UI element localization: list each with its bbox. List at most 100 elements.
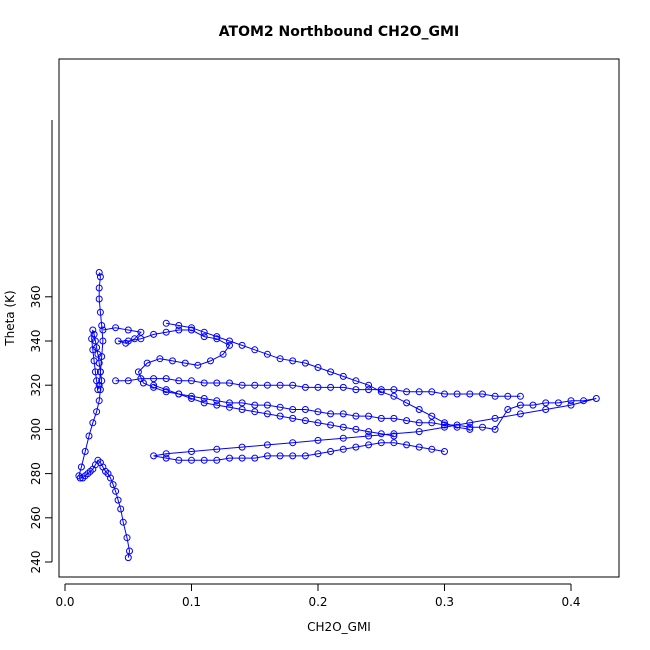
data-point: [175, 326, 183, 334]
data-point: [327, 368, 335, 376]
data-point: [226, 454, 233, 462]
data-point: [441, 419, 448, 427]
data-point: [194, 361, 202, 369]
data-point: [123, 534, 131, 542]
y-axis-label: Theta (K): [3, 290, 17, 346]
data-point: [96, 386, 104, 394]
data-point: [441, 421, 448, 429]
data-point: [339, 410, 347, 418]
data-point: [251, 454, 259, 462]
data-point: [200, 395, 208, 402]
data-point: [188, 392, 195, 400]
data-point: [491, 414, 499, 422]
data-point: [276, 412, 284, 420]
data-point: [134, 368, 142, 376]
data-point: [95, 295, 103, 303]
data-point: [352, 386, 360, 394]
data-point: [327, 410, 335, 418]
series-line-4: [166, 322, 470, 430]
y-tick-label: 240: [29, 551, 43, 574]
data-point: [207, 357, 214, 365]
data-point: [516, 392, 524, 400]
data-point: [95, 381, 103, 389]
data-point: [124, 377, 132, 385]
data-point: [301, 417, 309, 425]
data-point: [466, 390, 474, 398]
data-point: [314, 419, 322, 427]
data-point: [339, 445, 347, 453]
data-point: [181, 359, 189, 367]
data-point: [504, 392, 512, 400]
data-point: [491, 425, 499, 433]
plot-frame: [58, 58, 620, 578]
data-point: [352, 377, 360, 385]
data-point: [314, 436, 322, 444]
x-tick-label: 0.4: [561, 595, 580, 609]
data-point: [169, 357, 176, 365]
y-tick-label: 260: [29, 506, 43, 529]
data-point: [85, 432, 93, 440]
data-point: [98, 322, 106, 329]
data-point: [466, 423, 474, 431]
data-point: [289, 406, 297, 413]
data-point: [263, 441, 271, 449]
data-point: [112, 377, 120, 385]
data-point: [137, 335, 145, 343]
data-point: [289, 357, 297, 365]
data-point: [479, 423, 486, 431]
data-point: [213, 335, 221, 343]
data-point: [95, 397, 103, 405]
data-point: [276, 403, 284, 411]
data-point: [453, 423, 461, 431]
data-point: [365, 428, 373, 436]
data-point: [516, 410, 524, 418]
data-point: [415, 388, 423, 396]
data-point: [162, 388, 170, 396]
data-point: [213, 456, 221, 464]
data-point: [365, 432, 373, 440]
data-point: [263, 350, 271, 358]
data-point: [390, 432, 398, 440]
x-tick-label: 0.2: [308, 595, 327, 609]
data-point: [352, 443, 360, 451]
data-point: [314, 408, 322, 416]
data-point: [251, 381, 259, 389]
series-line-5: [153, 384, 394, 437]
data-point: [428, 412, 436, 420]
data-point: [339, 383, 347, 391]
data-point: [175, 322, 183, 329]
data-point: [200, 399, 208, 407]
data-point: [219, 350, 227, 358]
data-point: [339, 372, 347, 380]
data-point: [200, 333, 208, 341]
data-point: [226, 337, 233, 345]
data-point: [77, 463, 85, 471]
data-point: [276, 381, 284, 389]
data-point: [200, 328, 208, 336]
data-point: [428, 388, 436, 396]
data-point: [339, 434, 347, 442]
data-point: [327, 383, 335, 391]
data-point: [466, 425, 474, 433]
data-point: [466, 419, 474, 427]
data-point: [263, 401, 271, 409]
data-point: [91, 337, 99, 345]
data-point: [175, 377, 183, 385]
data-point: [124, 337, 132, 345]
y-tick-label: 300: [29, 418, 43, 441]
data-point: [238, 454, 246, 462]
data-point: [390, 392, 398, 400]
data-point: [91, 368, 99, 376]
data-point: [263, 381, 271, 389]
data-point: [567, 401, 575, 409]
y-tick-label: 340: [29, 330, 43, 353]
x-tick-label: 0.1: [182, 595, 201, 609]
data-point: [377, 414, 385, 422]
data-point: [289, 439, 297, 447]
data-point: [143, 359, 151, 367]
data-point: [95, 269, 103, 276]
x-tick-label: 0.3: [435, 595, 454, 609]
data-point: [314, 383, 322, 391]
data-point: [213, 445, 221, 453]
